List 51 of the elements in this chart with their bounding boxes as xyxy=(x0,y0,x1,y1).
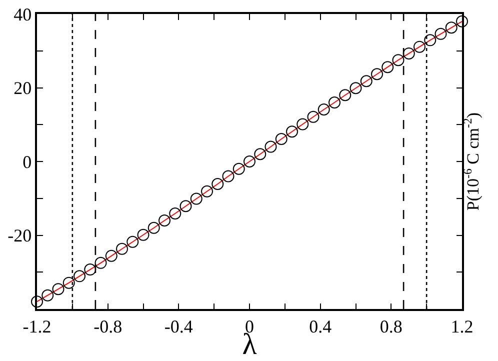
point xyxy=(158,214,170,226)
x-tick-label: -1.2 xyxy=(22,316,52,336)
point xyxy=(116,242,128,255)
x-tick-label: 0.8 xyxy=(380,316,402,336)
point xyxy=(254,148,266,160)
point xyxy=(190,192,202,205)
point xyxy=(31,296,43,308)
point xyxy=(74,270,86,282)
point xyxy=(212,178,224,190)
point xyxy=(94,256,107,269)
point xyxy=(148,222,160,234)
x-tick-label: -0.4 xyxy=(164,316,193,336)
point xyxy=(392,54,404,66)
point xyxy=(339,89,352,102)
point xyxy=(307,110,320,123)
point xyxy=(180,200,192,212)
point xyxy=(62,276,75,289)
point xyxy=(296,118,309,130)
x-tick-label: 1.2 xyxy=(450,316,474,336)
point xyxy=(318,104,330,116)
point xyxy=(434,28,447,40)
point xyxy=(275,133,288,146)
point xyxy=(126,236,139,248)
point xyxy=(402,47,415,60)
point xyxy=(382,61,394,74)
point xyxy=(350,82,362,94)
x-tick-label: 0.4 xyxy=(309,316,332,336)
point xyxy=(360,75,372,88)
y-tick-label: -20 xyxy=(8,226,32,246)
point xyxy=(222,170,234,182)
point xyxy=(232,162,245,175)
point xyxy=(244,156,256,168)
y-tick-label: 0 xyxy=(22,152,32,172)
y-tick-label: 20 xyxy=(14,78,32,98)
point xyxy=(42,289,54,302)
point xyxy=(105,250,118,262)
point xyxy=(264,140,277,153)
point xyxy=(424,34,436,46)
point xyxy=(371,68,383,80)
point xyxy=(456,15,468,28)
point xyxy=(84,264,96,276)
y-tick-label: 40 xyxy=(14,4,32,24)
point xyxy=(201,185,213,198)
point xyxy=(414,40,426,53)
x-tick-label: -0.8 xyxy=(94,316,122,336)
point xyxy=(328,96,340,108)
point xyxy=(52,283,64,296)
point xyxy=(286,126,298,138)
point xyxy=(137,228,150,241)
point xyxy=(445,22,458,34)
point xyxy=(169,207,182,220)
